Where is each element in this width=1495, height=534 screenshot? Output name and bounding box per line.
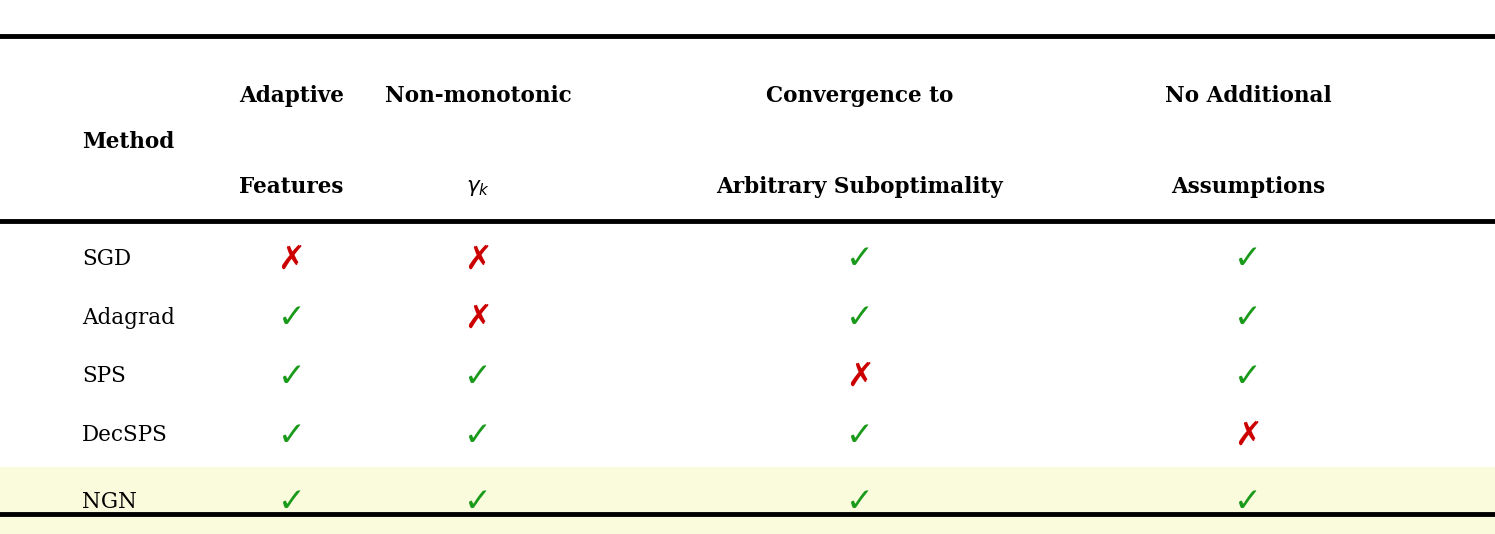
Text: ✓: ✓ bbox=[1235, 301, 1262, 334]
Text: ✗: ✗ bbox=[278, 242, 305, 276]
Text: ✓: ✓ bbox=[846, 419, 873, 452]
Text: $\gamma_k$: $\gamma_k$ bbox=[466, 176, 490, 198]
Text: ✓: ✓ bbox=[846, 301, 873, 334]
Text: ✓: ✓ bbox=[1235, 242, 1262, 276]
Text: Non-monotonic: Non-monotonic bbox=[386, 85, 571, 107]
Text: Arbitrary Suboptimality: Arbitrary Suboptimality bbox=[716, 176, 1003, 198]
Text: ✗: ✗ bbox=[465, 242, 492, 276]
Text: Adaptive: Adaptive bbox=[239, 85, 344, 107]
Text: ✓: ✓ bbox=[465, 485, 492, 519]
Text: NGN: NGN bbox=[82, 491, 138, 513]
Text: No Additional: No Additional bbox=[1165, 85, 1332, 107]
Text: ✓: ✓ bbox=[1235, 485, 1262, 519]
Text: Method: Method bbox=[82, 130, 175, 153]
Text: ✓: ✓ bbox=[846, 242, 873, 276]
Text: ✓: ✓ bbox=[1235, 360, 1262, 393]
Text: Features: Features bbox=[239, 176, 344, 198]
Text: Adagrad: Adagrad bbox=[82, 307, 175, 329]
Text: ✗: ✗ bbox=[1235, 419, 1262, 452]
Text: ✗: ✗ bbox=[465, 301, 492, 334]
Text: ✓: ✓ bbox=[278, 419, 305, 452]
Text: ✓: ✓ bbox=[846, 485, 873, 519]
Text: ✗: ✗ bbox=[846, 360, 873, 393]
Text: SPS: SPS bbox=[82, 365, 126, 388]
Text: Assumptions: Assumptions bbox=[1171, 176, 1326, 198]
FancyBboxPatch shape bbox=[0, 467, 1495, 534]
Text: ✓: ✓ bbox=[278, 360, 305, 393]
Text: ✓: ✓ bbox=[278, 301, 305, 334]
Text: DecSPS: DecSPS bbox=[82, 424, 167, 446]
Text: ✓: ✓ bbox=[465, 419, 492, 452]
Text: ✓: ✓ bbox=[465, 360, 492, 393]
Text: Convergence to: Convergence to bbox=[765, 85, 954, 107]
Text: SGD: SGD bbox=[82, 248, 132, 270]
Text: ✓: ✓ bbox=[278, 485, 305, 519]
